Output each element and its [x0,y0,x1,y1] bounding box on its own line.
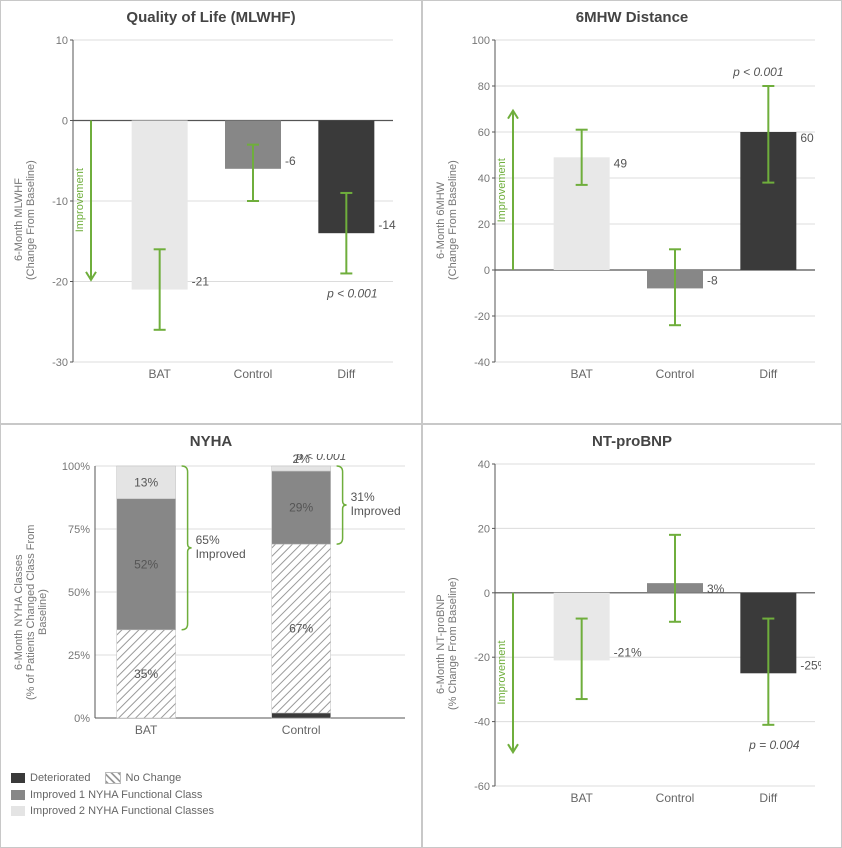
svg-text:20: 20 [478,219,490,231]
svg-text:49: 49 [614,156,628,170]
svg-text:BAT: BAT [148,367,171,381]
svg-text:0: 0 [62,116,68,128]
legend-swatch [105,772,121,784]
figure-grid: Quality of Life (MLWHF) 6-Month MLWHF (C… [0,0,842,848]
legend-label: Improved 1 NYHA Functional Class [30,787,202,804]
svg-text:Control: Control [234,367,273,381]
svg-text:Control: Control [656,367,695,381]
y-axis-label: 6-Month NYHA Classes (% of Patients Chan… [11,454,51,770]
legend-item: No Change [105,770,182,787]
svg-text:40: 40 [478,459,490,471]
svg-text:0: 0 [484,265,490,277]
svg-text:-20: -20 [52,277,68,289]
svg-text:Improved: Improved [351,504,401,518]
svg-text:-25%: -25% [800,658,821,672]
chart-nyha: 0%25%50%75%100%35%52%13%65%ImprovedBAT2%… [51,454,411,744]
svg-text:13%: 13% [134,475,158,489]
svg-text:35%: 35% [134,667,158,681]
svg-text:Improved: Improved [196,547,246,561]
svg-text:-40: -40 [474,717,490,729]
svg-text:-10: -10 [52,196,68,208]
svg-text:Improvement: Improvement [74,168,86,232]
panel-qol: Quality of Life (MLWHF) 6-Month MLWHF (C… [0,0,422,424]
svg-text:-6: -6 [285,154,296,168]
svg-text:-40: -40 [474,357,490,369]
panel-nyha: NYHA 6-Month NYHA Classes (% of Patients… [0,424,422,848]
svg-text:80: 80 [478,81,490,93]
svg-text:BAT: BAT [135,723,158,737]
legend-label: Improved 2 NYHA Functional Classes [30,803,214,820]
svg-text:100: 100 [472,35,490,47]
svg-text:-8: -8 [707,273,718,287]
chart-qol: -30 -20 -10 0 10 Improvement -21 BAT -6 Control -1… [39,30,399,390]
svg-text:-30: -30 [52,357,68,369]
panel-title: NT-proBNP [433,433,831,450]
svg-text:-21: -21 [192,275,210,289]
chart-6mhw: -40 -20 0 20 40 60 80 100 Improvement 49 BAT -8 Cont… [461,30,821,390]
chart-ntprobnp: -60 -40 -20 0 20 40 Improvement -21% BAT 3% Contro… [461,454,821,814]
svg-text:52%: 52% [134,557,158,571]
panel-title: NYHA [11,433,411,450]
svg-text:-20: -20 [474,652,490,664]
svg-text:p = 0.004: p = 0.004 [748,738,800,752]
legend-item: Improved 2 NYHA Functional Classes [11,803,214,820]
y-axis-label: 6-Month 6MHW (Change From Baseline) [433,30,461,410]
legend-item: Improved 1 NYHA Functional Class [11,787,202,804]
legend-swatch [11,773,25,783]
legend-swatch [11,806,25,816]
panel-6mhw: 6MHW Distance 6-Month 6MHW (Change From … [422,0,842,424]
svg-text:75%: 75% [68,524,90,536]
svg-text:Diff: Diff [759,791,777,805]
svg-text:p < 0.001: p < 0.001 [732,65,783,79]
svg-text:31%: 31% [351,490,375,504]
legend-swatch [11,790,25,800]
svg-text:67%: 67% [289,622,313,636]
svg-text:25%: 25% [68,650,90,662]
svg-text:-60: -60 [474,781,490,793]
svg-text:Improvement: Improvement [496,158,508,222]
svg-text:29%: 29% [289,501,313,515]
svg-text:40: 40 [478,173,490,185]
y-axis-label: 6-Month MLWHF (Change From Baseline) [11,30,39,410]
svg-text:60: 60 [800,131,814,145]
svg-text:65%: 65% [196,533,220,547]
svg-text:BAT: BAT [570,367,593,381]
svg-text:Improvement: Improvement [496,640,508,704]
legend-label: No Change [126,770,182,787]
legend-item: Deteriorated [11,770,91,787]
panel-ntprobnp: NT-proBNP 6-Month NT-proBNP (% Change Fr… [422,424,842,848]
svg-text:Control: Control [282,723,321,737]
svg-text:Diff: Diff [337,367,355,381]
svg-text:Control: Control [656,791,695,805]
svg-text:p < 0.001: p < 0.001 [295,454,346,463]
legend-label: Deteriorated [30,770,91,787]
svg-text:10: 10 [56,35,68,47]
legend-nyha: Deteriorated No ChangeImproved 1 NYHA Fun… [11,770,411,820]
svg-text:BAT: BAT [570,791,593,805]
panel-title: 6MHW Distance [433,9,831,26]
svg-text:3%: 3% [707,582,725,596]
svg-text:60: 60 [478,127,490,139]
svg-text:p < 0.001: p < 0.001 [326,286,377,300]
y-axis-label: 6-Month NT-proBNP (% Change From Baselin… [433,454,461,834]
svg-text:Diff: Diff [759,367,777,381]
panel-title: Quality of Life (MLWHF) [11,9,411,26]
svg-text:-14: -14 [378,218,396,232]
svg-text:0: 0 [484,588,490,600]
svg-text:100%: 100% [62,461,90,473]
svg-text:50%: 50% [68,587,90,599]
svg-text:-20: -20 [474,311,490,323]
svg-text:-21%: -21% [614,645,642,659]
svg-text:0%: 0% [74,713,90,725]
svg-text:20: 20 [478,523,490,535]
